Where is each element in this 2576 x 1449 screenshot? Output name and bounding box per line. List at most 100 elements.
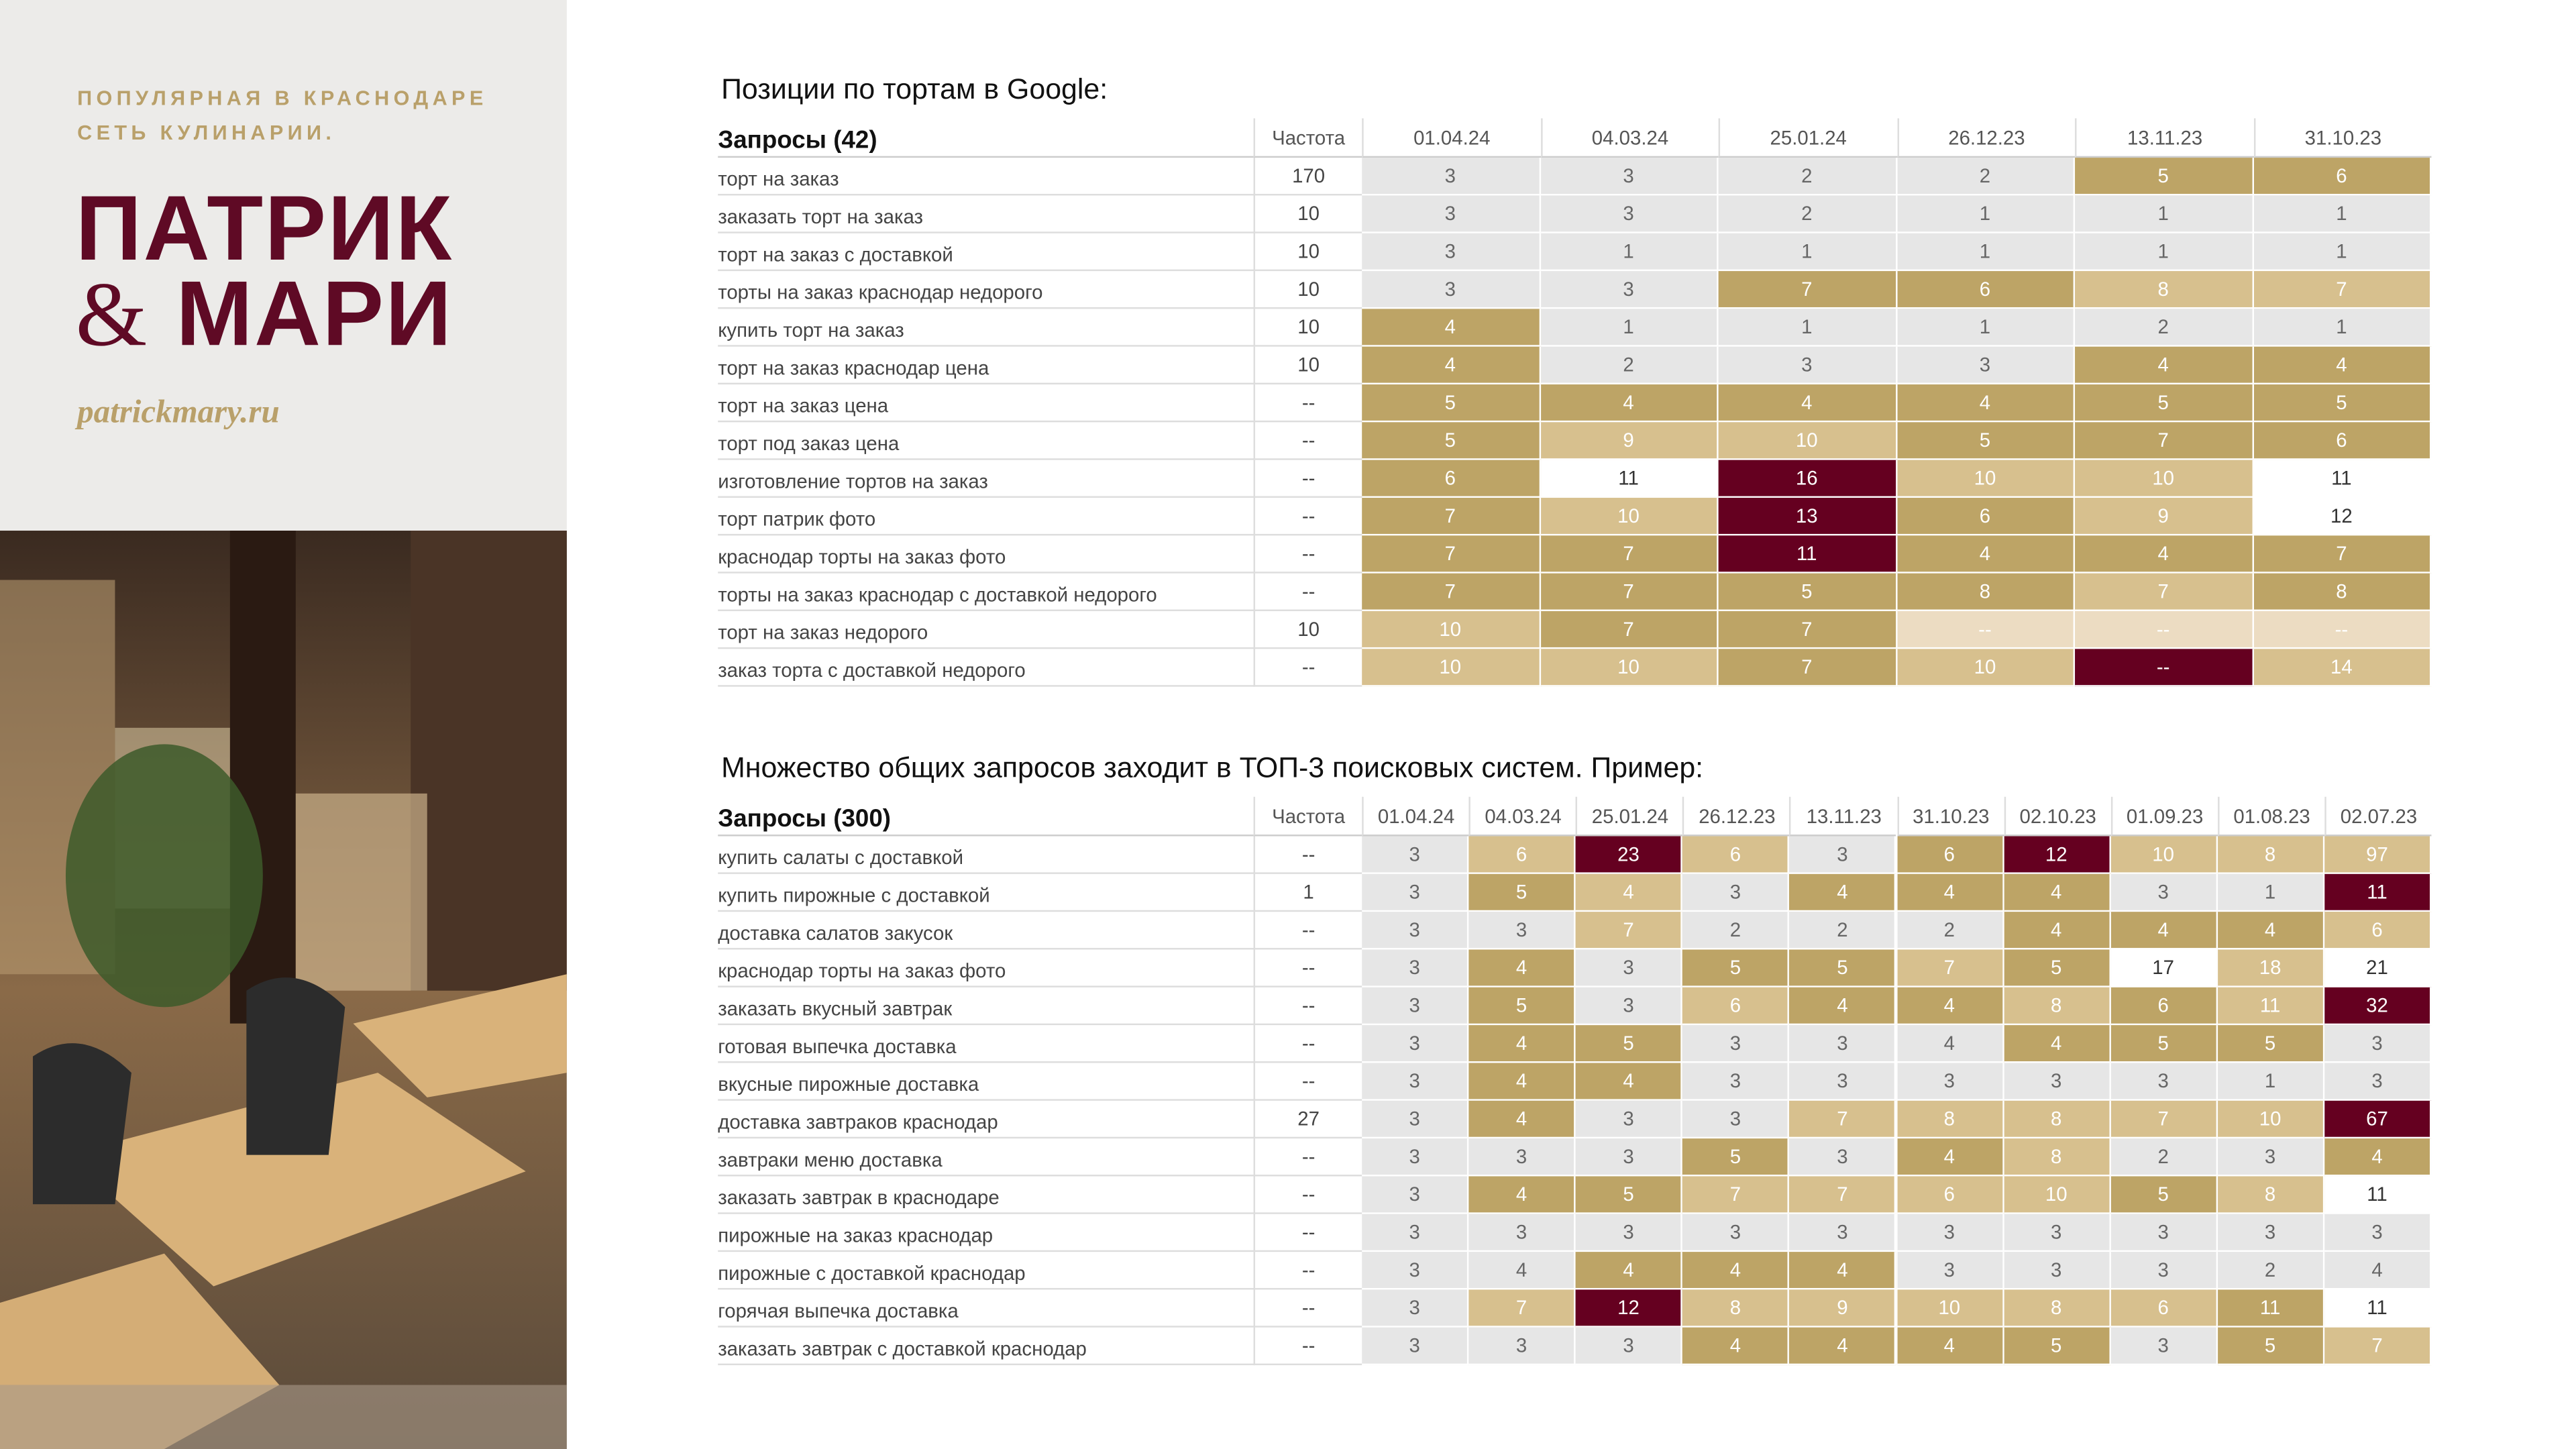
position-cell: 10: [2003, 1176, 2111, 1214]
position-cell: 4: [1576, 1063, 1683, 1101]
position-cell: 3: [1896, 1214, 2004, 1252]
frequency: --: [1253, 384, 1362, 423]
position-cell: 4: [1789, 987, 1897, 1026]
frequency: --: [1253, 949, 1362, 987]
query: торты на заказ краснодар с доставкой нед…: [718, 574, 1254, 612]
position-cell: 3: [1789, 1138, 1897, 1177]
position-cell: 2: [2110, 1138, 2218, 1177]
position-cell: 7: [1789, 1100, 1897, 1139]
position-cell: 4: [1576, 1252, 1683, 1290]
position-cell: 3: [1576, 949, 1683, 987]
position-cell: 2: [1682, 912, 1790, 950]
position-cell: 5: [2217, 1327, 2325, 1366]
frequency: --: [1253, 1063, 1362, 1101]
position-cell: 1: [2217, 1063, 2325, 1101]
position-cell: 1: [2253, 309, 2432, 347]
position-cell: 3: [2324, 1063, 2432, 1101]
logo: & МАРИ: [76, 260, 453, 368]
position-cell: 1: [1896, 309, 2076, 347]
position-cell: 3: [1362, 1138, 1469, 1177]
position-cell: 4: [1576, 873, 1683, 912]
position-cell: 7: [2110, 1100, 2218, 1139]
position-cell: 3: [1896, 1063, 2004, 1101]
frequency: --: [1253, 1025, 1362, 1063]
position-cell: 5: [1682, 1138, 1790, 1177]
position-cell: 67: [2324, 1100, 2432, 1139]
position-cell: 6: [2324, 912, 2432, 950]
query: краснодар торты на заказ фото: [718, 950, 1254, 987]
position-cell: 7: [2075, 573, 2253, 612]
logo-word: МАРИ: [176, 261, 453, 365]
position-cell: 1: [1718, 233, 1897, 272]
position-cell: 3: [2003, 1214, 2111, 1252]
query: купить пирожные с доставкой: [718, 874, 1254, 912]
position-cell: 10: [1896, 649, 2076, 687]
position-cell: 9: [1789, 1289, 1897, 1328]
position-cell: 4: [1789, 1327, 1897, 1366]
position-cell: 10: [1718, 422, 1897, 460]
position-cell: 7: [1789, 1176, 1897, 1214]
frequency: --: [1253, 1176, 1362, 1214]
position-cell: 3: [1362, 987, 1469, 1026]
query: торт под заказ цена: [718, 422, 1254, 460]
position-cell: 8: [2217, 836, 2325, 874]
header-column: 25.01.24: [1718, 118, 1897, 158]
position-cell: 3: [2110, 1327, 2218, 1366]
tagline: СЕТЬ КУЛИНАРИИ.: [77, 121, 336, 145]
position-cell: --: [2075, 611, 2253, 649]
position-cell: 3: [1896, 1252, 2004, 1290]
tagline: ПОПУЛЯРНАЯ В КРАСНОДАРЕ: [77, 87, 488, 111]
position-cell: 1: [1896, 233, 2076, 272]
position-cell: 6: [1896, 498, 2076, 536]
header-column: Частота: [1253, 118, 1362, 158]
position-cell: 5: [1789, 949, 1897, 987]
position-cell: --: [2253, 611, 2432, 649]
position-cell: 3: [1362, 1252, 1469, 1290]
position-cell: 3: [1576, 1138, 1683, 1177]
frequency: --: [1253, 1327, 1362, 1366]
frequency: 10: [1253, 346, 1362, 385]
position-cell: 4: [2217, 912, 2325, 950]
position-cell: 32: [2324, 987, 2432, 1026]
position-cell: 4: [2324, 1138, 2432, 1177]
frequency: --: [1253, 422, 1362, 460]
position-cell: 4: [1540, 384, 1719, 423]
position-cell: 3: [1362, 158, 1540, 196]
position-cell: 5: [2217, 1025, 2325, 1063]
position-cell: 14: [2253, 649, 2432, 687]
position-cell: 11: [2253, 460, 2432, 498]
query: торт патрик фото: [718, 498, 1254, 536]
position-cell: 7: [2324, 1327, 2432, 1366]
position-cell: 10: [1540, 649, 1719, 687]
position-cell: --: [2075, 649, 2253, 687]
position-cell: 1: [2217, 873, 2325, 912]
position-cell: 3: [1362, 1063, 1469, 1101]
position-cell: 4: [2110, 912, 2218, 950]
position-cell: 3: [1362, 233, 1540, 272]
position-cell: 1: [1540, 233, 1719, 272]
position-cell: 4: [1468, 949, 1576, 987]
query: торты на заказ краснодар недорого: [718, 271, 1254, 309]
frequency: --: [1253, 1214, 1362, 1252]
cafe-photo: [0, 531, 567, 1449]
brand-panel: ПОПУЛЯРНАЯ В КРАСНОДАРЕ СЕТЬ КУЛИНАРИИ. …: [0, 0, 567, 531]
position-cell: 8: [2003, 1100, 2111, 1139]
query: торт на заказ краснодар цена: [718, 347, 1254, 385]
position-cell: 4: [1896, 873, 2004, 912]
position-cell: 1: [2253, 233, 2432, 272]
header-column: 13.11.23: [1789, 796, 1897, 837]
position-cell: 6: [2110, 1289, 2218, 1328]
position-cell: 3: [1362, 1214, 1469, 1252]
frequency: 10: [1253, 233, 1362, 272]
query: торт на заказ: [718, 158, 1254, 196]
position-cell: 4: [1789, 1252, 1897, 1290]
position-cell: 21: [2324, 949, 2432, 987]
position-cell: 7: [1540, 573, 1719, 612]
position-cell: 4: [1362, 346, 1540, 385]
query: пирожные на заказ краснодар: [718, 1214, 1254, 1252]
table-title: Множество общих запросов заходит в ТОП-3…: [721, 751, 1704, 784]
position-cell: 3: [2110, 873, 2218, 912]
position-cell: 4: [1468, 1176, 1576, 1214]
position-cell: 3: [1362, 1100, 1469, 1139]
query: заказать завтрак в краснодаре: [718, 1176, 1254, 1214]
